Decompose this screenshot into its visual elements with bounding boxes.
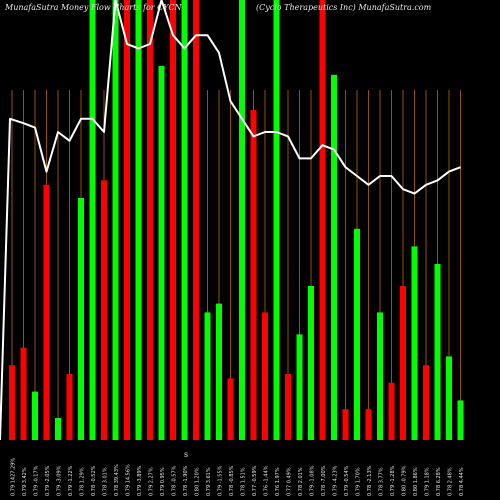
bar [135, 0, 142, 440]
bar [101, 180, 107, 440]
x-tick-label: 0.79 -1.55% [218, 465, 224, 496]
bar [434, 264, 441, 440]
x-tick-label: 0.79 1.18% [425, 467, 431, 496]
x-tick-label: 0.76 -1.44% [264, 465, 270, 496]
x-tick-label: 0.78 -0.57% [172, 465, 178, 496]
x-tick-label: 0.79 -3.09% [57, 465, 63, 496]
x-tick-label: 0.79 -1.22% [68, 465, 74, 496]
x-tick-label: 0.78 -2.13% [367, 465, 373, 496]
x-tick-label: 0.79 -0.17% [34, 465, 40, 496]
x-tick-label: 0.79 -1.08% [310, 465, 316, 496]
bar [66, 374, 73, 440]
bar [388, 382, 395, 440]
x-axis-labels: 0.79 1427.29% 0.79 3.42% 0.79 -0.17% 0.79 -… [11, 458, 466, 496]
bar [9, 365, 15, 440]
bar [423, 365, 429, 440]
bar [331, 74, 337, 441]
bar [124, 0, 130, 440]
x-tick-label: 0.78 -0.52% [91, 465, 97, 496]
bar [147, 0, 153, 440]
bar [308, 286, 314, 440]
x-tick-label: 0.79 -2.05% [45, 465, 51, 496]
bar [32, 391, 38, 440]
x-tick-label: 0.78 -0.85% [229, 465, 235, 496]
bar [239, 0, 245, 440]
x-tick-label: 0.80 1.86% [413, 467, 419, 496]
bar-series [9, 0, 464, 441]
x-tick-label: 0.79 1427.29% [11, 458, 17, 496]
bar [20, 347, 27, 440]
x-tick-label: 0.78 3.77% [379, 467, 385, 496]
bar [342, 409, 349, 440]
bar [273, 0, 280, 440]
bar [55, 418, 61, 440]
bar [446, 356, 452, 440]
x-tick-label: 0.77 -0.59% [252, 465, 258, 496]
x-tick-label: 0.79 2.27% [149, 467, 155, 496]
money-flow-line [0, 0, 461, 441]
x-tick-label: 0.79 14.56% [126, 464, 132, 496]
x-tick-label: 0.79 1.70% [356, 467, 362, 496]
bar [365, 409, 372, 440]
bar [285, 374, 291, 440]
x-tick-label: 0.78 3.01% [103, 467, 109, 496]
bar [158, 66, 165, 440]
x-tick-label: 0.78 1.51% [241, 467, 247, 496]
chart-header-right: (Cyclo Therapeutics Inc) MunafaSutra.com [256, 3, 432, 12]
x-tick-label: 0.79 -1.28% [390, 465, 396, 496]
bar [43, 184, 50, 440]
bar [181, 0, 188, 440]
bar [78, 198, 84, 440]
x-tick-label: 0.79 -4.23% [333, 465, 339, 496]
x-tick-label: 0.76 1.97% [275, 467, 281, 496]
bar [170, 0, 176, 440]
x-tick-label: 0.78 -7.00% [321, 465, 327, 496]
x-tick-label: 0.78 -1.90% [183, 465, 189, 496]
bar [193, 0, 199, 440]
bar [400, 286, 406, 440]
bar [457, 400, 464, 440]
chart-header-left: MunafaSutra Money Flow Charts for CYCN [5, 3, 182, 12]
x-tick-label: 0.80 -0.79% [402, 465, 408, 496]
bar [296, 334, 303, 440]
x-tick-label: 0.80 1.20% [195, 467, 201, 496]
bar [216, 303, 222, 440]
bar [262, 312, 268, 440]
x-tick-label: 0.79 -0.54% [344, 465, 350, 496]
line-series [0, 0, 461, 441]
x-axis-mark: s [184, 450, 188, 459]
bar [89, 0, 96, 440]
x-tick-label: 0.79 -3.89% [137, 465, 143, 496]
x-tick-label: 0.78 2.01% [298, 467, 304, 496]
x-tick-label: 0.78 39.43% [114, 464, 120, 496]
bar [354, 228, 360, 440]
bar [112, 0, 119, 440]
x-tick-label: 0.78 4.44% [459, 467, 465, 496]
x-tick-label: 0.79 3.61% [206, 467, 212, 496]
x-tick-label: 0.79 3.42% [22, 467, 28, 496]
bar [319, 0, 326, 440]
x-tick-label: 0.78 6.28% [436, 467, 442, 496]
x-tick-label: 0.78 1.29% [80, 467, 86, 496]
x-tick-label: 0.79 0.95% [160, 467, 166, 496]
bar [377, 312, 383, 440]
bar [250, 110, 257, 440]
bar [227, 378, 234, 440]
bar [411, 246, 418, 440]
bar [204, 312, 211, 440]
x-tick-label: 0.77 0.49% [287, 467, 293, 496]
x-tick-label: 0.78 2.48% [448, 467, 454, 496]
